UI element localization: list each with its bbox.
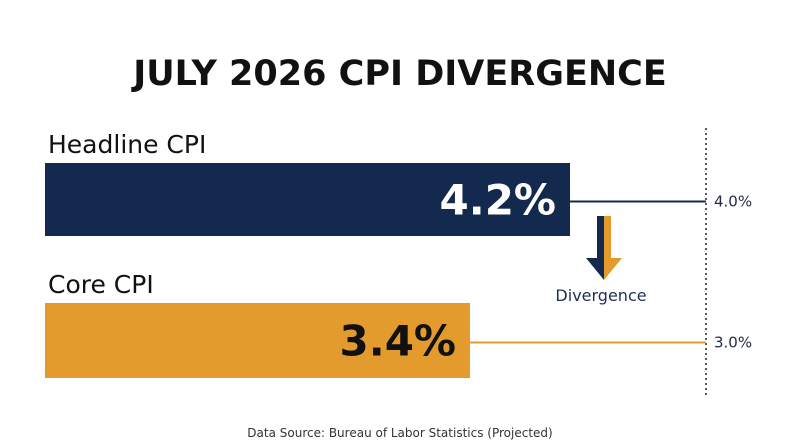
value-label-headline-cpi: 4.2% [440, 176, 556, 225]
reference-label-headline-cpi: 4.0% [714, 193, 752, 211]
category-label-core-cpi: Core CPI [48, 270, 154, 299]
chart-title: JULY 2026 CPI DIVERGENCE [131, 54, 667, 94]
bar-core-cpi [45, 303, 470, 378]
data-source-note: Data Source: Bureau of Labor Statistics … [247, 426, 552, 440]
value-label-core-cpi: 3.4% [340, 317, 456, 366]
category-label-headline-cpi: Headline CPI [48, 130, 206, 159]
bar-headline-cpi [45, 163, 570, 236]
divergence-label: Divergence [555, 286, 646, 305]
divergence-arrow-icon [586, 216, 622, 280]
reference-label-core-cpi: 3.0% [714, 334, 752, 352]
bars-group: Headline CPI 4.2% 4.0% Core CPI 3.4% 3.0% [45, 130, 752, 378]
